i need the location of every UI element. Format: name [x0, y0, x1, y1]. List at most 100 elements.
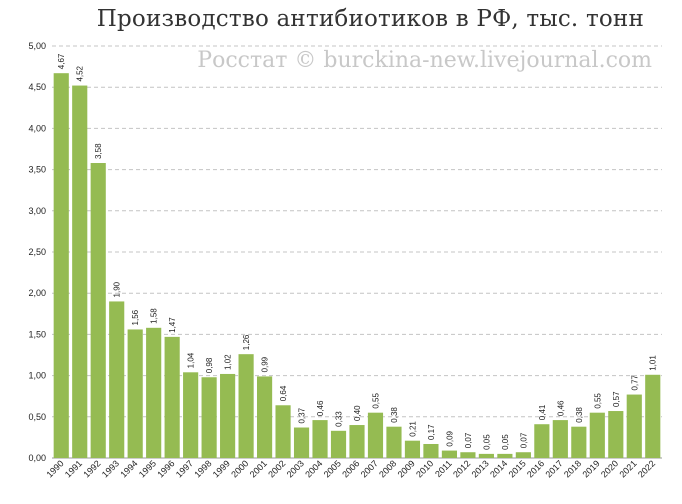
- data-label: 1,02: [224, 354, 233, 370]
- bar: [275, 405, 291, 458]
- data-label: 0,38: [390, 407, 399, 423]
- data-label: 0,55: [593, 393, 602, 409]
- data-label: 1,58: [150, 308, 159, 324]
- data-label: 0,37: [298, 407, 307, 423]
- data-label: 3,58: [94, 143, 103, 159]
- grid-lines: [52, 45, 662, 459]
- y-tick-label: 3,50: [28, 165, 46, 175]
- x-tick-label: 1999: [211, 458, 232, 479]
- bar: [330, 430, 347, 458]
- bar: [183, 372, 199, 458]
- x-tick-label: 1995: [137, 458, 158, 479]
- data-label: 0,40: [353, 405, 362, 421]
- data-label: 0,21: [408, 421, 417, 437]
- bar: [367, 412, 384, 458]
- y-tick-label: 2,00: [28, 288, 46, 298]
- x-tick-label: 2013: [470, 458, 491, 479]
- data-label: 0,33: [335, 411, 344, 427]
- data-label: 0,17: [427, 424, 436, 440]
- y-tick-label: 0,00: [28, 453, 46, 463]
- bar: [460, 452, 476, 458]
- data-label: 4,67: [57, 53, 66, 69]
- data-label: 1,56: [131, 309, 140, 325]
- data-labels: 4,67 4,52 3,58 1,90 1,56 1,58 1,47 1,04 0,98 1,02…: [57, 53, 658, 450]
- x-tick-label: 2003: [285, 458, 306, 479]
- data-label: 1,47: [168, 317, 177, 333]
- data-label: 0,64: [279, 385, 288, 401]
- x-tick-label: 2007: [359, 458, 380, 479]
- bar: [534, 424, 550, 458]
- bar: [293, 427, 310, 458]
- data-label: 0,07: [464, 432, 473, 448]
- x-tick-label: 2021: [617, 458, 638, 479]
- bar: [441, 450, 458, 458]
- x-tick-label: 2016: [525, 458, 546, 479]
- data-label: 0,05: [482, 434, 491, 450]
- bar: [478, 453, 494, 458]
- data-label: 0,38: [575, 407, 584, 423]
- bar: [256, 376, 273, 458]
- data-label: 0,46: [316, 400, 325, 416]
- y-tick-label: 5,00: [28, 41, 46, 51]
- bar: [589, 412, 605, 458]
- x-tick-label: 2010: [414, 458, 435, 479]
- bar: [404, 440, 421, 458]
- x-tick-label: 2019: [580, 458, 601, 479]
- data-label: 4,52: [76, 65, 85, 81]
- x-tick-label: 2022: [636, 458, 657, 479]
- bar: [201, 377, 217, 458]
- x-tick-label: 2002: [266, 458, 287, 479]
- bar: [220, 373, 236, 458]
- bar: [53, 73, 69, 458]
- y-tick-label: 2,50: [28, 247, 46, 257]
- data-label: 0,07: [519, 432, 528, 448]
- x-tick-label: 2000: [229, 458, 250, 479]
- data-label: 1,04: [187, 352, 196, 368]
- bar: [90, 163, 106, 458]
- x-tick-label: 1994: [118, 458, 139, 479]
- x-tick-label: 2005: [322, 458, 343, 479]
- data-label: 0,41: [538, 404, 547, 420]
- x-tick-label: 2015: [507, 458, 528, 479]
- data-label: 0,46: [556, 400, 565, 416]
- data-label: 0,77: [630, 374, 639, 390]
- y-tick-label: 1,00: [28, 371, 46, 381]
- x-axis-ticks: 1990199119921993199419951996199719981999…: [44, 458, 657, 479]
- bar: [571, 426, 587, 458]
- x-tick-label: 2012: [451, 458, 472, 479]
- bar: [146, 327, 162, 458]
- data-label: 0,57: [612, 391, 621, 407]
- y-tick-label: 0,50: [28, 412, 46, 422]
- data-label: 1,26: [242, 334, 251, 350]
- bar: [497, 453, 513, 458]
- y-tick-label: 4,00: [28, 123, 46, 133]
- bar: [423, 443, 439, 458]
- data-label: 0,99: [261, 356, 270, 372]
- x-tick-label: 1997: [174, 458, 195, 479]
- bar: [349, 425, 365, 458]
- bar: [238, 354, 254, 458]
- x-tick-label: 2004: [303, 458, 324, 479]
- data-label: 1,01: [649, 355, 658, 371]
- bar: [109, 301, 125, 458]
- bars: [53, 73, 661, 458]
- x-tick-label: 1992: [81, 458, 102, 479]
- x-tick-label: 2018: [562, 458, 583, 479]
- bar: [645, 374, 661, 458]
- bar: [164, 336, 180, 458]
- bar: [312, 420, 328, 458]
- bar: [608, 411, 624, 458]
- x-tick-label: 1990: [44, 458, 65, 479]
- x-tick-label: 2014: [488, 458, 509, 479]
- y-tick-label: 1,50: [28, 329, 46, 339]
- data-label: 0,09: [445, 430, 454, 446]
- data-label: 1,90: [113, 281, 122, 297]
- bar: [72, 85, 88, 458]
- x-tick-label: 2001: [248, 458, 269, 479]
- y-axis-ticks: 0,00 0,50 1,00 1,50 2,00 2,50 3,00 3,50 4,00 4,50…: [28, 41, 46, 463]
- bar: [127, 329, 143, 458]
- y-tick-label: 3,00: [28, 206, 46, 216]
- x-tick-label: 2017: [544, 458, 565, 479]
- bar: [386, 426, 402, 458]
